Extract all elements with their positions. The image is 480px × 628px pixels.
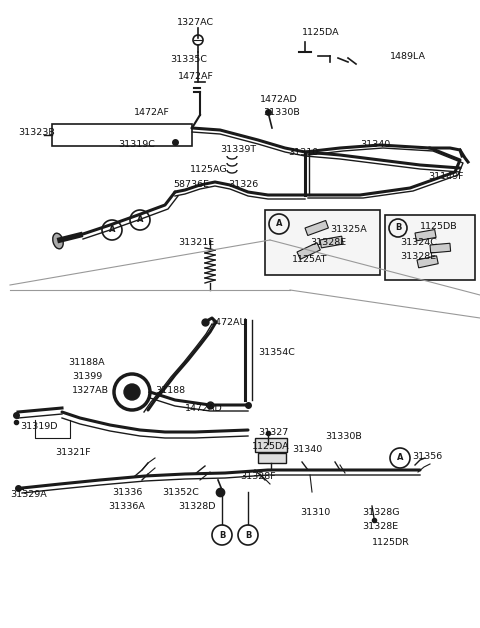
Text: 1327AC: 1327AC xyxy=(177,18,214,27)
Text: 31354C: 31354C xyxy=(258,348,295,357)
Text: 1472AF: 1472AF xyxy=(178,72,214,81)
Bar xyxy=(305,220,328,236)
Text: 31328E: 31328E xyxy=(310,238,346,247)
Text: 31335C: 31335C xyxy=(170,55,207,64)
Text: 31328E: 31328E xyxy=(362,522,398,531)
Text: 31188: 31188 xyxy=(155,386,185,395)
Text: 31324C: 31324C xyxy=(400,238,437,247)
Text: 1125DB: 1125DB xyxy=(420,222,457,231)
Text: 1327AB: 1327AB xyxy=(72,386,109,395)
Text: 31188A: 31188A xyxy=(68,358,105,367)
Text: 31340: 31340 xyxy=(292,445,322,454)
Text: 31326: 31326 xyxy=(228,180,258,189)
Bar xyxy=(258,453,286,463)
Text: 31328D: 31328D xyxy=(178,502,216,511)
Text: 31319C: 31319C xyxy=(118,140,155,149)
Text: 1489LA: 1489LA xyxy=(390,52,426,61)
Text: 31327: 31327 xyxy=(258,428,288,437)
Text: 58736E: 58736E xyxy=(173,180,209,189)
Text: 31336A: 31336A xyxy=(108,502,145,511)
Text: 31321E: 31321E xyxy=(178,238,214,247)
Text: 31329A: 31329A xyxy=(10,490,47,499)
Bar xyxy=(320,236,343,248)
Bar xyxy=(255,438,287,452)
Text: 31319D: 31319D xyxy=(20,422,58,431)
Text: 31330B: 31330B xyxy=(325,432,362,441)
Bar xyxy=(297,242,320,259)
Text: A: A xyxy=(397,453,403,462)
Bar xyxy=(385,215,475,280)
Text: 31352C: 31352C xyxy=(162,488,199,497)
Text: A: A xyxy=(276,220,282,229)
Text: 31310: 31310 xyxy=(288,148,318,157)
Text: 1125DA: 1125DA xyxy=(252,442,289,451)
Text: 31330B: 31330B xyxy=(263,108,300,117)
Text: 1125AT: 1125AT xyxy=(292,255,327,264)
Text: 31321F: 31321F xyxy=(55,448,91,457)
Bar xyxy=(430,243,451,253)
Text: 31328F: 31328F xyxy=(240,472,276,481)
Text: 31336: 31336 xyxy=(112,488,143,497)
Text: 1125DA: 1125DA xyxy=(302,28,340,37)
Text: A: A xyxy=(137,215,143,224)
Text: 31399: 31399 xyxy=(72,372,102,381)
Circle shape xyxy=(124,384,140,400)
Text: 31310: 31310 xyxy=(300,508,330,517)
Text: A: A xyxy=(109,225,115,234)
Text: B: B xyxy=(245,531,251,539)
Text: 31339T: 31339T xyxy=(220,145,256,154)
Text: B: B xyxy=(219,531,225,539)
Text: 31340: 31340 xyxy=(360,140,390,149)
Bar xyxy=(265,210,380,275)
Ellipse shape xyxy=(53,233,63,249)
Text: B: B xyxy=(395,224,401,232)
Bar xyxy=(417,256,438,268)
Bar xyxy=(52,124,192,146)
Text: 31356: 31356 xyxy=(412,452,442,461)
Text: 1472AU: 1472AU xyxy=(210,318,248,327)
Bar xyxy=(415,229,436,241)
Text: 31323B: 31323B xyxy=(18,128,55,137)
Text: 1472AD: 1472AD xyxy=(260,95,298,104)
Text: 31325A: 31325A xyxy=(330,225,367,234)
Text: 1472AD: 1472AD xyxy=(185,404,223,413)
Text: 1125AG: 1125AG xyxy=(190,165,228,174)
Text: 31328E: 31328E xyxy=(400,252,436,261)
Text: 31328G: 31328G xyxy=(362,508,399,517)
Text: 1125DR: 1125DR xyxy=(372,538,410,547)
Text: 1472AF: 1472AF xyxy=(134,108,170,117)
Text: 31149F: 31149F xyxy=(428,172,464,181)
